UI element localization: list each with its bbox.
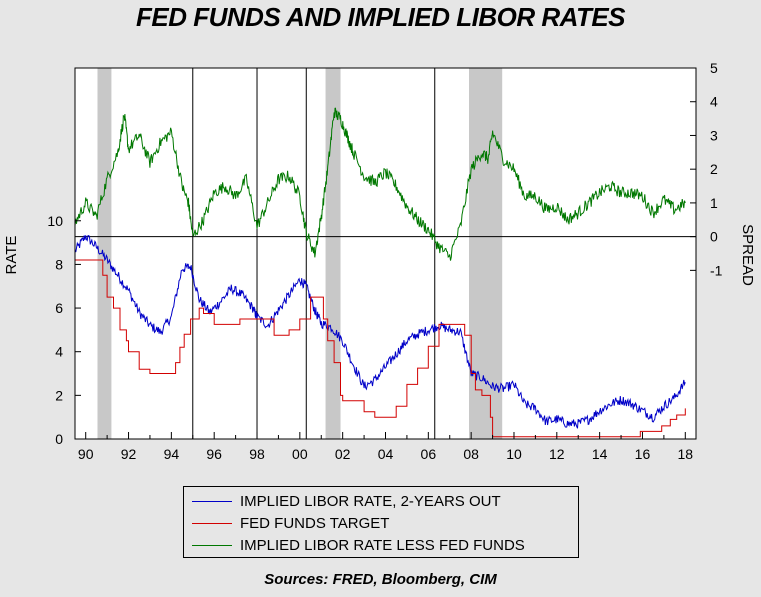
- recession-band-1: [325, 68, 341, 439]
- vertical-markers: [192, 68, 436, 439]
- left-tick-label-2: 4: [55, 344, 63, 360]
- legend-label-libor: IMPLIED LIBOR RATE, 2-YEARS OUT: [240, 492, 501, 510]
- x-tick-label-5: 00: [292, 446, 308, 462]
- legend-swatch-fed-funds: [192, 522, 232, 524]
- legend-swatch-libor: [192, 500, 232, 502]
- right-tick-label-2: 1: [710, 195, 718, 211]
- left-tick-label-1: 2: [55, 387, 63, 403]
- right-axis-label: SPREAD: [739, 224, 756, 286]
- right-tick-label-4: 3: [710, 127, 718, 143]
- legend-label-spread: IMPLIED LIBOR RATE LESS FED FUNDS: [240, 536, 525, 554]
- x-tick-label-6: 02: [335, 446, 351, 462]
- legend: IMPLIED LIBOR RATE, 2-YEARS OUT FED FUND…: [183, 486, 579, 558]
- right-tick-label-0: -1: [710, 262, 723, 278]
- x-tick-label-4: 98: [249, 446, 265, 462]
- left-tick-label-0: 0: [55, 431, 63, 447]
- sources-note: Sources: FRED, Bloomberg, CIM: [264, 571, 497, 588]
- x-tick-label-10: 10: [506, 446, 522, 462]
- left-tick-label-3: 6: [55, 300, 63, 316]
- series-line-0: [74, 235, 686, 429]
- right-tick-label-6: 5: [710, 60, 718, 76]
- left-tick-label-5: 10: [47, 213, 63, 229]
- series-line-1: [75, 259, 686, 438]
- right-tick-label-1: 0: [710, 229, 718, 245]
- x-tick-label-13: 16: [635, 446, 651, 462]
- x-tick-label-1: 92: [121, 446, 137, 462]
- legend-label-fed-funds: FED FUNDS TARGET: [240, 514, 390, 532]
- x-tick-label-8: 06: [421, 446, 437, 462]
- x-tick-label-9: 08: [463, 446, 479, 462]
- series-layer: [74, 107, 686, 438]
- x-tick-label-11: 12: [549, 446, 565, 462]
- left-axis-label: RATE: [3, 236, 20, 275]
- recession-band-2: [469, 68, 503, 439]
- x-tick-label-0: 90: [78, 446, 94, 462]
- x-tick-label-12: 14: [592, 446, 608, 462]
- left-axis-ticks: 0 2 4 6 8 10: [47, 213, 81, 447]
- right-axis-ticks: -1 0 1 2 3 4 5: [690, 60, 723, 278]
- x-tick-label-14: 18: [678, 446, 694, 462]
- plot-area: [75, 68, 696, 439]
- right-tick-label-5: 4: [710, 94, 718, 110]
- x-tick-label-3: 96: [206, 446, 222, 462]
- left-tick-label-4: 8: [55, 256, 63, 272]
- x-tick-label-2: 94: [164, 446, 180, 462]
- legend-item-fed-funds: FED FUNDS TARGET: [192, 513, 389, 533]
- right-tick-label-3: 2: [710, 161, 718, 177]
- legend-item-spread: IMPLIED LIBOR RATE LESS FED FUNDS: [192, 535, 525, 555]
- x-tick-label-7: 04: [378, 446, 394, 462]
- x-axis-ticks: 90 92 94 96 98 00 02 04 06 08 10 12 14 16 18: [78, 432, 693, 462]
- legend-item-libor: IMPLIED LIBOR RATE, 2-YEARS OUT: [192, 491, 501, 511]
- legend-swatch-spread: [192, 544, 232, 546]
- chart-title: FED FUNDS AND IMPLIED LIBOR RATES: [135, 2, 626, 32]
- series-line-2: [74, 107, 686, 261]
